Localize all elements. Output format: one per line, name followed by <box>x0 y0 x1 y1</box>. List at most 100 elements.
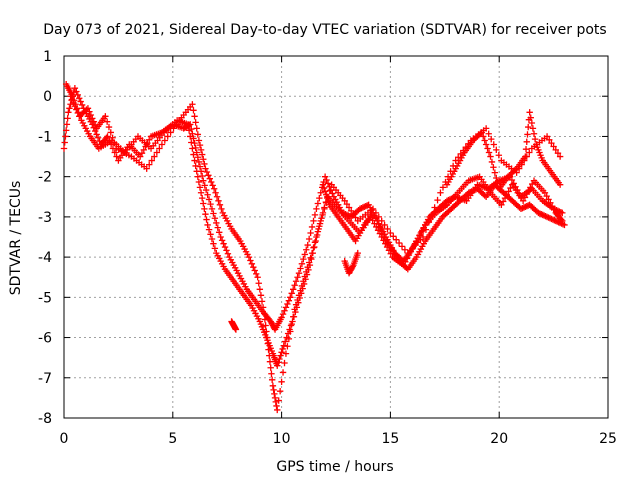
data-point <box>271 394 279 402</box>
data-point <box>193 149 200 156</box>
data-point <box>188 139 195 146</box>
data-point <box>382 240 389 247</box>
data-point <box>349 263 356 270</box>
data-point <box>185 121 193 129</box>
data-point <box>523 190 530 198</box>
data-point <box>554 218 561 225</box>
data-point <box>493 174 500 182</box>
data-point <box>395 239 403 247</box>
data-point <box>214 224 221 231</box>
data-point <box>210 210 217 217</box>
data-point <box>552 217 559 225</box>
data-point <box>89 115 96 122</box>
data-point <box>522 153 529 160</box>
data-point <box>288 290 295 297</box>
data-point <box>266 358 274 365</box>
data-point <box>192 119 199 126</box>
data-point <box>311 239 319 246</box>
data-point <box>103 118 111 125</box>
data-point <box>65 109 72 116</box>
x-tick-label: 10 <box>273 431 291 447</box>
data-point <box>466 188 474 196</box>
data-point <box>301 273 309 280</box>
data-point <box>254 274 261 281</box>
data-point <box>319 211 326 219</box>
data-point <box>555 219 562 226</box>
data-point <box>282 338 289 345</box>
data-point <box>314 228 322 235</box>
y-tick-label: -1 <box>38 129 52 145</box>
data-point <box>61 139 68 146</box>
y-tick-label: -2 <box>38 170 52 186</box>
data-point <box>529 125 537 132</box>
data-point <box>220 240 227 247</box>
data-point <box>297 287 304 294</box>
data-point <box>279 369 287 376</box>
data-point <box>204 191 211 198</box>
data-point <box>522 145 530 153</box>
data-point <box>488 158 496 166</box>
data-point <box>68 96 76 103</box>
data-point <box>428 211 435 219</box>
data-point <box>478 129 485 136</box>
data-point <box>321 188 329 195</box>
data-point <box>62 127 70 134</box>
data-point <box>303 268 310 276</box>
data-point <box>275 397 282 404</box>
data-point <box>403 264 410 272</box>
data-point <box>257 292 265 299</box>
chart-title: Day 073 of 2021, Sidereal Day-to-day VTE… <box>43 22 606 38</box>
data-point <box>194 173 202 180</box>
data-point <box>298 282 306 290</box>
data-point <box>209 182 216 189</box>
data-point <box>369 217 376 224</box>
data-point <box>90 118 97 125</box>
data-point <box>287 328 294 335</box>
data-point <box>208 205 216 213</box>
data-point <box>105 123 113 131</box>
data-point <box>211 215 219 222</box>
data-point <box>320 184 328 192</box>
data-point <box>550 206 558 213</box>
data-point <box>381 221 388 229</box>
data-point <box>481 137 488 144</box>
data-point <box>278 349 285 356</box>
data-points <box>60 80 568 414</box>
data-point <box>190 151 197 158</box>
y-tick-label: -5 <box>38 290 52 306</box>
data-point <box>316 223 323 230</box>
data-point <box>484 145 491 152</box>
data-point <box>539 211 546 219</box>
data-point <box>531 135 539 143</box>
data-point <box>218 205 225 213</box>
data-point <box>109 134 116 141</box>
data-point <box>144 139 151 147</box>
data-point <box>73 88 80 95</box>
data-point <box>373 223 380 231</box>
data-point <box>361 203 368 211</box>
data-point <box>201 182 208 189</box>
data-point <box>232 326 240 333</box>
data-point <box>434 196 441 204</box>
data-point <box>196 184 204 191</box>
data-point <box>280 342 287 349</box>
data-point <box>546 215 554 222</box>
data-point <box>526 149 533 156</box>
data-point <box>308 223 316 231</box>
data-point <box>297 265 304 272</box>
data-point <box>548 139 555 147</box>
data-point <box>526 109 533 116</box>
data-point <box>170 125 177 132</box>
data-point <box>71 103 79 110</box>
data-point <box>202 165 209 172</box>
data-point <box>300 278 307 285</box>
data-point <box>548 215 555 223</box>
data-point <box>217 233 224 241</box>
data-point <box>312 237 319 245</box>
data-point <box>62 133 69 140</box>
data-point <box>294 274 301 281</box>
data-point <box>305 235 313 243</box>
data-point <box>345 204 353 211</box>
data-point <box>284 300 291 308</box>
